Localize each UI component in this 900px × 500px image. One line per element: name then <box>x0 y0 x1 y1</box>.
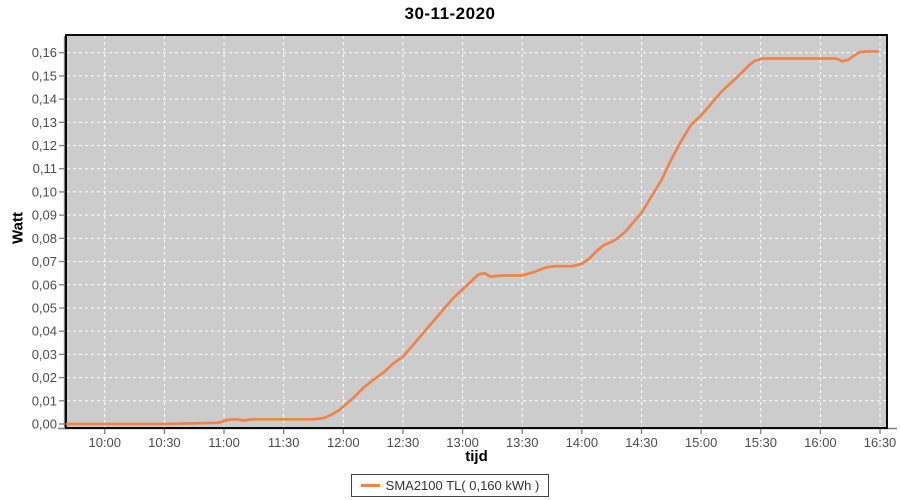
x-tick-label: 16:00 <box>804 435 837 450</box>
legend: SMA2100 TL( 0,160 kWh ) <box>350 474 550 497</box>
y-tick-label: 0,05 <box>32 300 57 315</box>
y-tick-label: 0,00 <box>32 416 57 431</box>
x-tick-label: 11:00 <box>208 435 240 450</box>
x-tick-label: 12:30 <box>387 435 420 450</box>
y-tick-label: 0,14 <box>32 92 57 107</box>
plot-background <box>67 36 886 427</box>
y-tick-label: 0,06 <box>32 277 57 292</box>
legend-line-swatch <box>360 484 380 487</box>
x-tick-label: 10:30 <box>148 435 181 450</box>
chart-title: 30-11-2020 <box>404 4 496 23</box>
y-tick-label: 0,04 <box>32 324 57 339</box>
legend-row: SMA2100 TL( 0,160 kWh ) <box>0 474 900 497</box>
x-tick-label: 12:00 <box>327 435 360 450</box>
x-tick-label: 15:30 <box>744 435 777 450</box>
x-tick-label: 13:00 <box>446 435 479 450</box>
plot-border <box>65 34 888 429</box>
y-tick-label: 0,08 <box>32 231 57 246</box>
y-tick-label: 0,09 <box>32 208 57 223</box>
y-tick-label: 0,13 <box>32 115 57 130</box>
legend-label: SMA2100 TL( 0,160 kWh ) <box>385 478 540 493</box>
y-tick-label: 0,16 <box>32 45 57 60</box>
y-tick-label: 0,12 <box>32 138 57 153</box>
x-tick-label: 11:30 <box>268 435 300 450</box>
x-axis-title: tijd <box>465 448 488 465</box>
series-line <box>65 50 880 426</box>
x-tick-label: 16:30 <box>864 435 897 450</box>
y-tick-label: 0,11 <box>33 161 57 176</box>
x-tick-label: 14:00 <box>566 435 599 450</box>
y-tick-label: 0,03 <box>32 347 57 362</box>
y-axis-title: Watt <box>9 212 27 244</box>
x-tick-label: 13:30 <box>506 435 539 450</box>
y-tick-label: 0,02 <box>32 370 57 385</box>
x-tick-label: 10:00 <box>88 435 121 450</box>
y-tick-label: 0,10 <box>32 184 57 199</box>
y-tick-label: 0,15 <box>32 68 57 83</box>
y-tick-label: 0,07 <box>32 254 57 269</box>
x-tick-label: 15:00 <box>685 435 718 450</box>
y-tick-label: 0,01 <box>32 393 57 408</box>
x-tick-label: 14:30 <box>625 435 658 450</box>
